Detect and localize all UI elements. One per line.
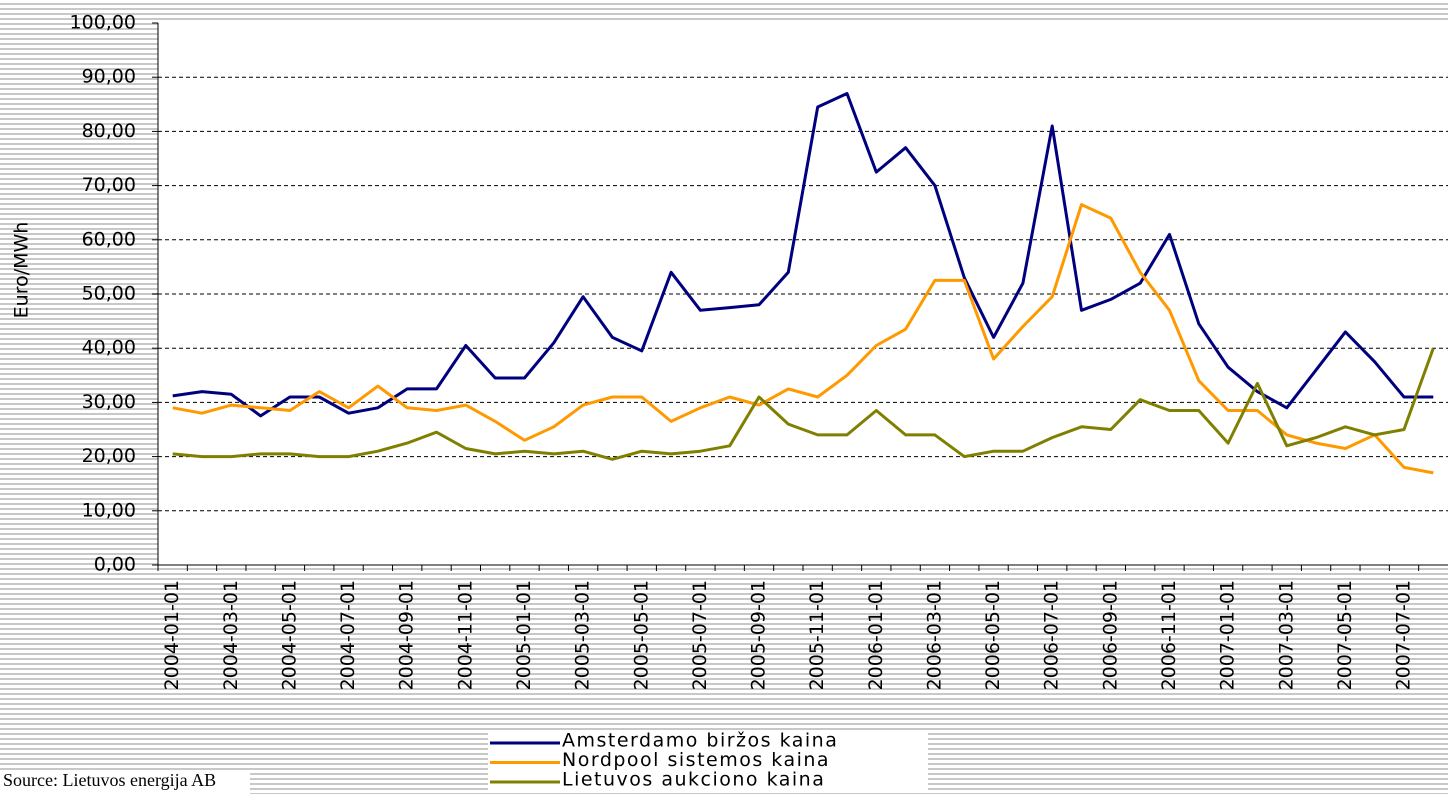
y-tick-label: 10,00 <box>82 499 136 521</box>
y-tick-label: 90,00 <box>82 66 136 88</box>
x-tick-label: 2004-05-01 <box>278 580 300 690</box>
y-tick-label: 100,00 <box>70 12 136 34</box>
x-tick-label: 2006-01-01 <box>865 580 887 690</box>
legend-bg <box>488 750 928 771</box>
y-tick-label: 0,00 <box>94 554 136 576</box>
x-tick-label: 2007-01-01 <box>1217 580 1239 690</box>
source: Source: Lietuvos energija AB <box>3 770 216 790</box>
x-tick-label: 2005-11-01 <box>806 580 828 690</box>
x-tick-label: 2006-09-01 <box>1099 580 1121 690</box>
source-bg <box>0 770 250 794</box>
x-tick-label: 2005-03-01 <box>572 580 594 690</box>
x-tick-label: 2004-11-01 <box>454 580 476 690</box>
y-tick-label: 50,00 <box>82 283 136 305</box>
legend-bg <box>488 731 928 751</box>
x-tick-label: 2006-05-01 <box>982 580 1004 690</box>
x-tick-label: 2005-07-01 <box>689 580 711 690</box>
x-tick-label: 2006-07-01 <box>1041 580 1063 690</box>
series-line <box>172 347 1435 461</box>
x-tick-label: 2005-01-01 <box>513 580 535 690</box>
legend-label: Nordpool sistemos kaina <box>562 749 830 771</box>
x-tick-label: 2004-01-01 <box>161 580 183 690</box>
series-line <box>172 203 1434 475</box>
x-tick-label: 2007-05-01 <box>1334 580 1356 690</box>
legend-label: Amsterdamo biržos kaina <box>562 730 838 752</box>
x-tick-label: 2007-03-01 <box>1275 580 1297 690</box>
x-tick-label: 2006-03-01 <box>923 580 945 690</box>
y-tick-label: 60,00 <box>82 228 136 250</box>
x-tick-label: 2005-05-01 <box>630 580 652 690</box>
y-tick-label: 20,00 <box>82 445 136 467</box>
y-tick-label: 40,00 <box>82 337 136 359</box>
legend-label: Lietuvos aukciono kaina <box>562 769 825 791</box>
x-tick-label: 2004-03-01 <box>220 580 242 690</box>
x-tick-label: 2007-07-01 <box>1393 580 1415 690</box>
y-tick-label: 70,00 <box>82 174 136 196</box>
x-tick-label: 2004-09-01 <box>396 580 418 690</box>
x-tick-label: 2006-11-01 <box>1158 580 1180 690</box>
legend-bg <box>488 770 928 790</box>
y-axis-label: Euro/MWh <box>11 222 33 319</box>
x-tick-label: 2005-09-01 <box>748 580 770 690</box>
series-line <box>172 92 1434 418</box>
x-tick-label: 2004-07-01 <box>337 580 359 690</box>
y-tick-label: 30,00 <box>82 391 136 413</box>
y-tick-label: 80,00 <box>82 120 136 142</box>
